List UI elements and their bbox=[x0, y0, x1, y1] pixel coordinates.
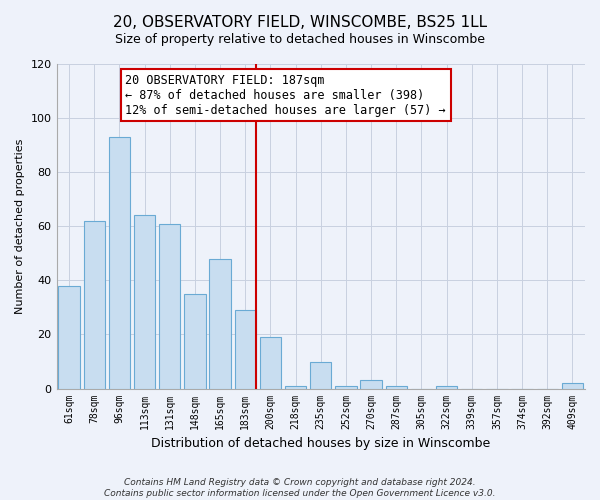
Text: Contains HM Land Registry data © Crown copyright and database right 2024.
Contai: Contains HM Land Registry data © Crown c… bbox=[104, 478, 496, 498]
Text: 20, OBSERVATORY FIELD, WINSCOMBE, BS25 1LL: 20, OBSERVATORY FIELD, WINSCOMBE, BS25 1… bbox=[113, 15, 487, 30]
Bar bbox=[83, 221, 105, 388]
Bar bbox=[562, 383, 583, 388]
Bar bbox=[386, 386, 407, 388]
Text: 20 OBSERVATORY FIELD: 187sqm
← 87% of detached houses are smaller (398)
12% of s: 20 OBSERVATORY FIELD: 187sqm ← 87% of de… bbox=[125, 74, 446, 116]
Bar bbox=[335, 386, 356, 388]
Bar bbox=[184, 294, 206, 388]
Bar bbox=[109, 137, 130, 388]
Bar bbox=[209, 258, 231, 388]
Bar bbox=[260, 337, 281, 388]
Bar bbox=[436, 386, 457, 388]
Bar bbox=[58, 286, 80, 388]
Bar bbox=[134, 216, 155, 388]
Y-axis label: Number of detached properties: Number of detached properties bbox=[15, 138, 25, 314]
Bar bbox=[235, 310, 256, 388]
Bar bbox=[159, 224, 181, 388]
X-axis label: Distribution of detached houses by size in Winscombe: Distribution of detached houses by size … bbox=[151, 437, 490, 450]
Bar bbox=[285, 386, 307, 388]
Bar bbox=[310, 362, 331, 388]
Text: Size of property relative to detached houses in Winscombe: Size of property relative to detached ho… bbox=[115, 32, 485, 46]
Bar bbox=[361, 380, 382, 388]
